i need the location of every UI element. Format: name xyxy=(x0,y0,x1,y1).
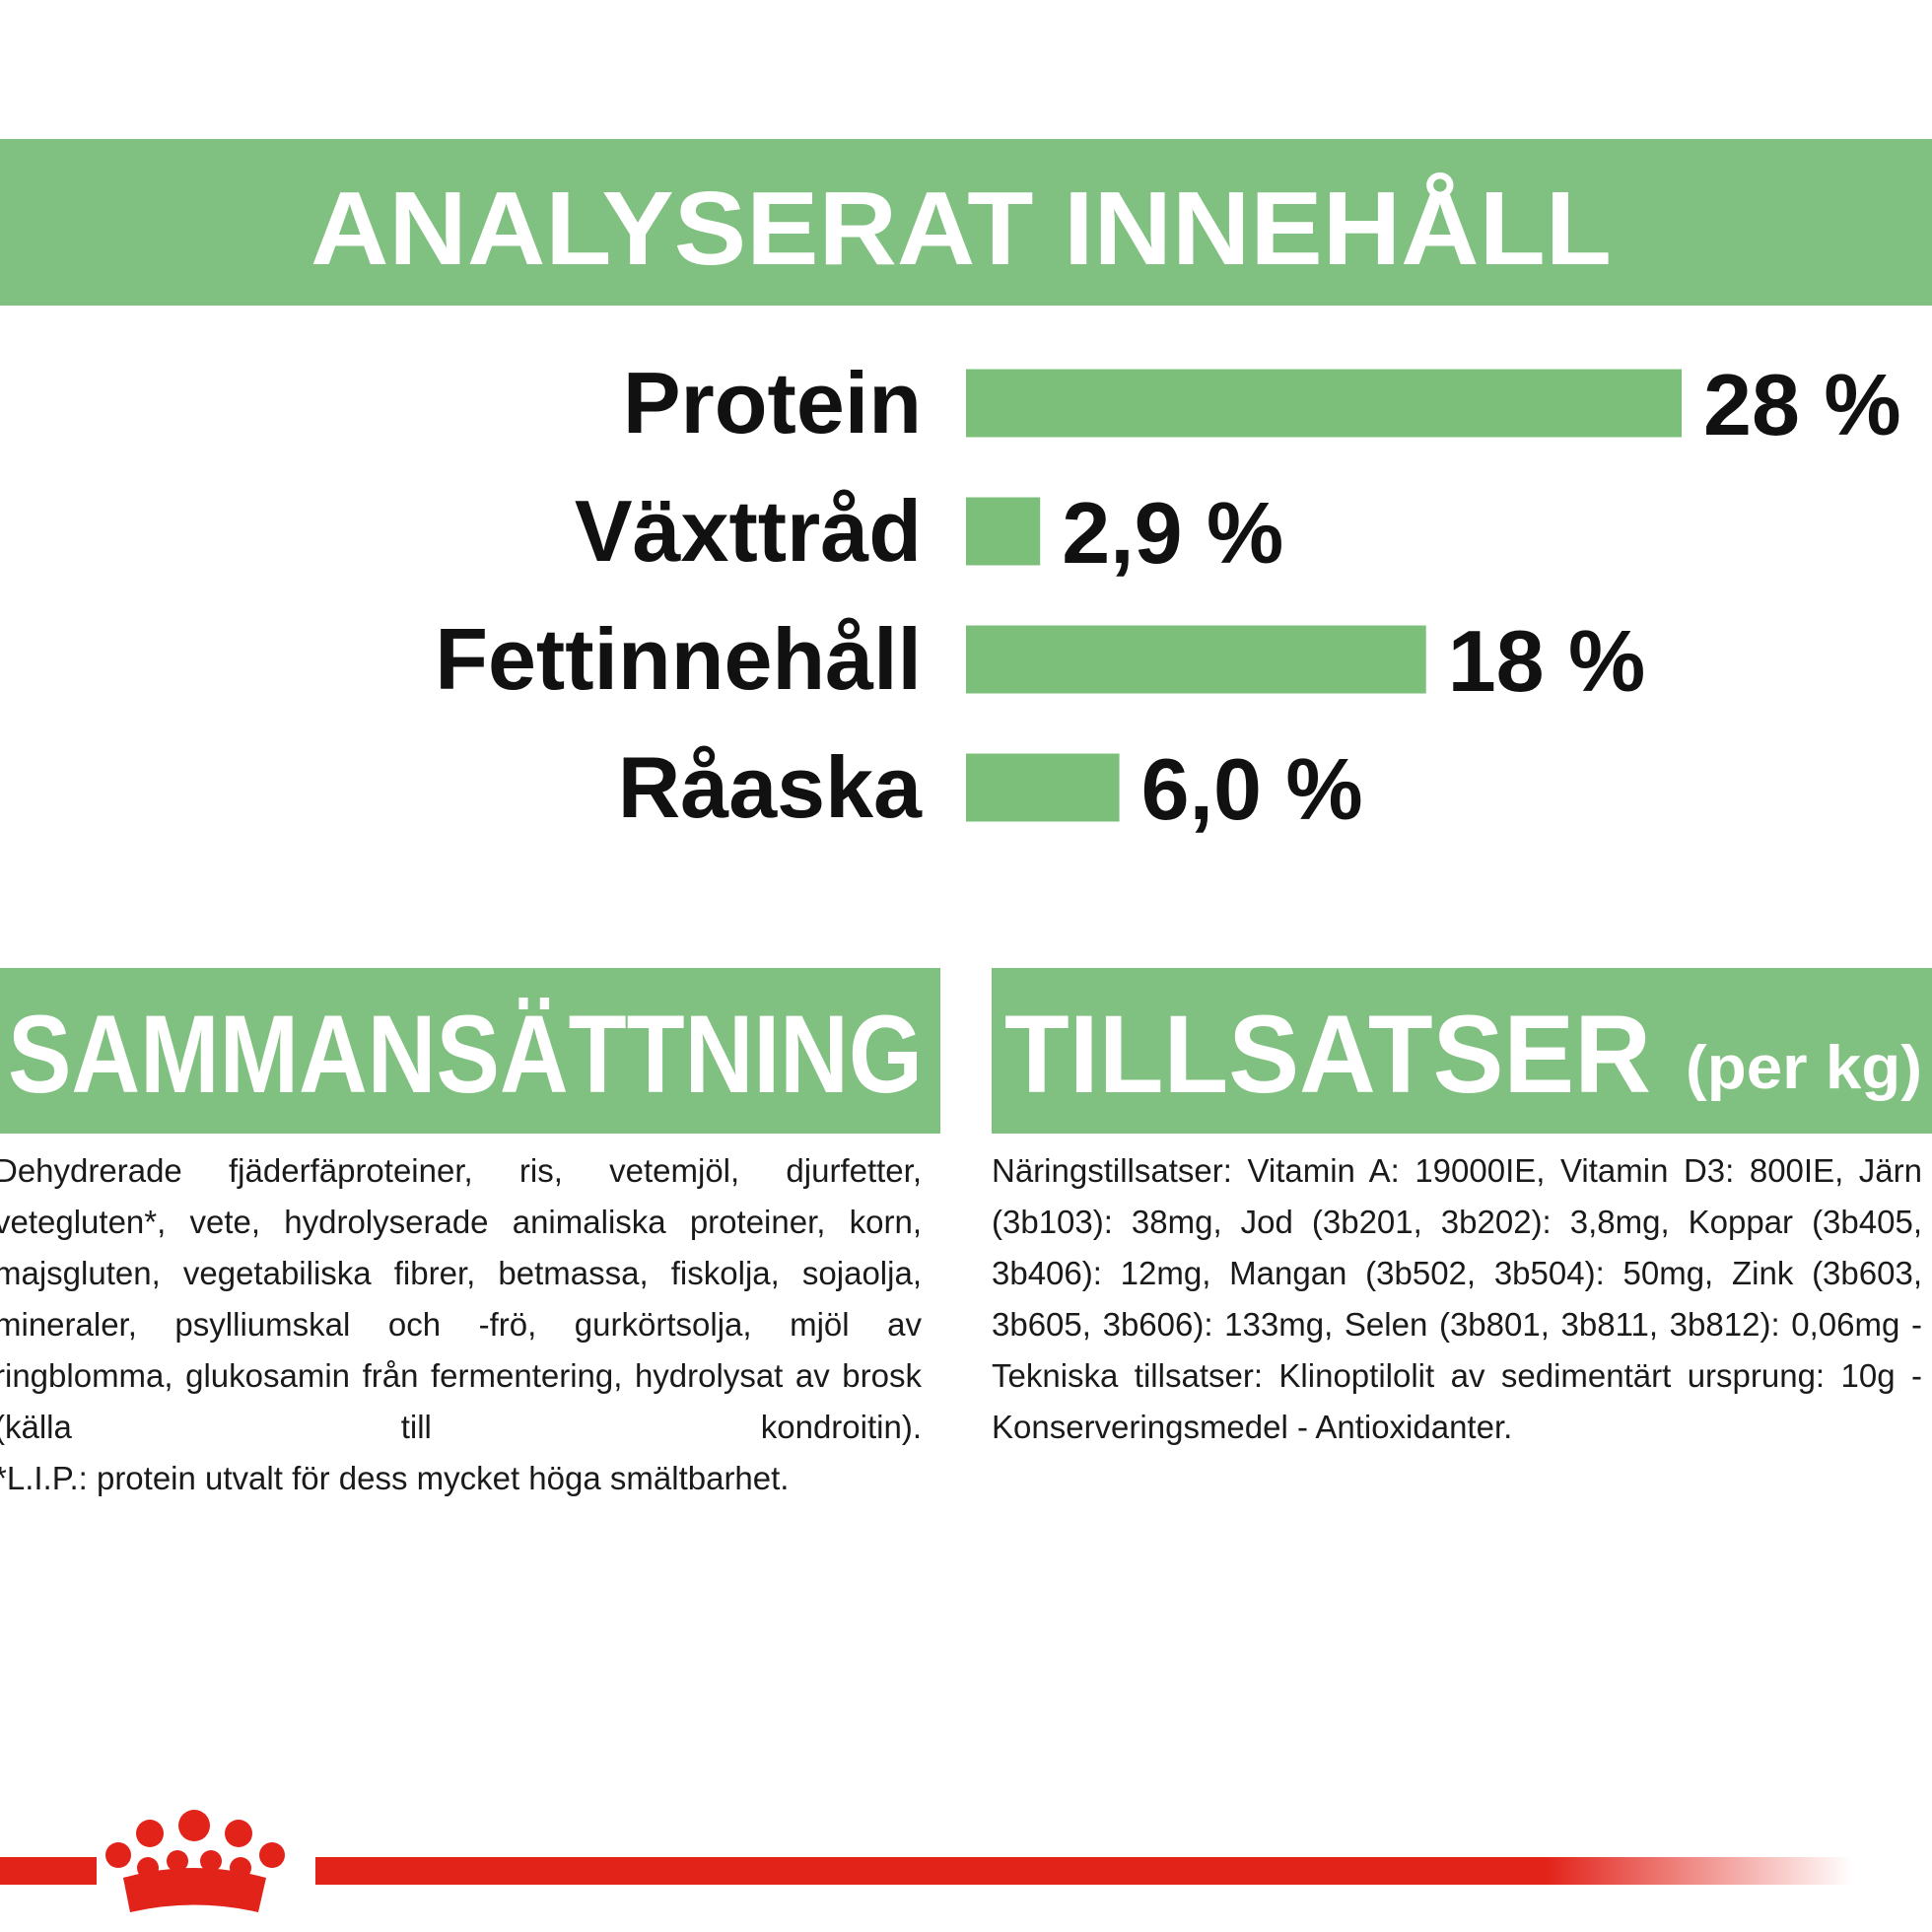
title-band xyxy=(0,139,1932,306)
crown-base xyxy=(123,1868,266,1912)
category-label: Fettinnehåll xyxy=(435,610,922,708)
crown-dot xyxy=(178,1810,210,1841)
value-label: 28 % xyxy=(1703,356,1901,453)
section-band xyxy=(992,968,1932,1134)
paragraph: Dehydrerade fjäderfäproteiner, ris, vete… xyxy=(0,1152,922,1445)
value-label: 6,0 % xyxy=(1141,740,1363,838)
bar xyxy=(966,753,1120,822)
section-text: Näringstillsatser: Vitamin A: 19000IE, V… xyxy=(992,1145,1922,1453)
rule xyxy=(0,1857,97,1885)
section-subtitle: (per kg) xyxy=(1686,1034,1922,1102)
crown-dot xyxy=(136,1820,164,1847)
crown-dot xyxy=(105,1842,131,1868)
paragraph: *L.I.P.: protein utvalt för dess mycket … xyxy=(0,1460,790,1496)
rule xyxy=(315,1857,1853,1885)
section-title: TILLSATSER xyxy=(1004,993,1651,1116)
value-label: 18 % xyxy=(1448,612,1646,710)
chart-title: ANALYSERAT INNEHÅLL xyxy=(310,171,1612,287)
section-band xyxy=(0,968,940,1134)
crown-dot xyxy=(225,1820,252,1847)
crown-dot xyxy=(200,1850,222,1872)
category-label: Protein xyxy=(623,354,922,451)
paragraph: Näringstillsatser: Vitamin A: 19000IE, V… xyxy=(992,1152,1922,1445)
value-label: 2,9 % xyxy=(1062,484,1283,582)
logo xyxy=(0,1810,1853,1912)
section-title: SAMMANSÄTTNING xyxy=(8,993,923,1116)
category-label: Råaska xyxy=(618,738,923,836)
category-label: Växttråd xyxy=(575,482,922,580)
bar xyxy=(966,625,1426,694)
section-text: Dehydrerade fjäderfäproteiner, ris, vete… xyxy=(0,1145,922,1504)
crown-dot xyxy=(259,1842,285,1868)
crown-dot xyxy=(167,1850,188,1872)
bar xyxy=(966,497,1041,566)
bar xyxy=(966,369,1682,438)
